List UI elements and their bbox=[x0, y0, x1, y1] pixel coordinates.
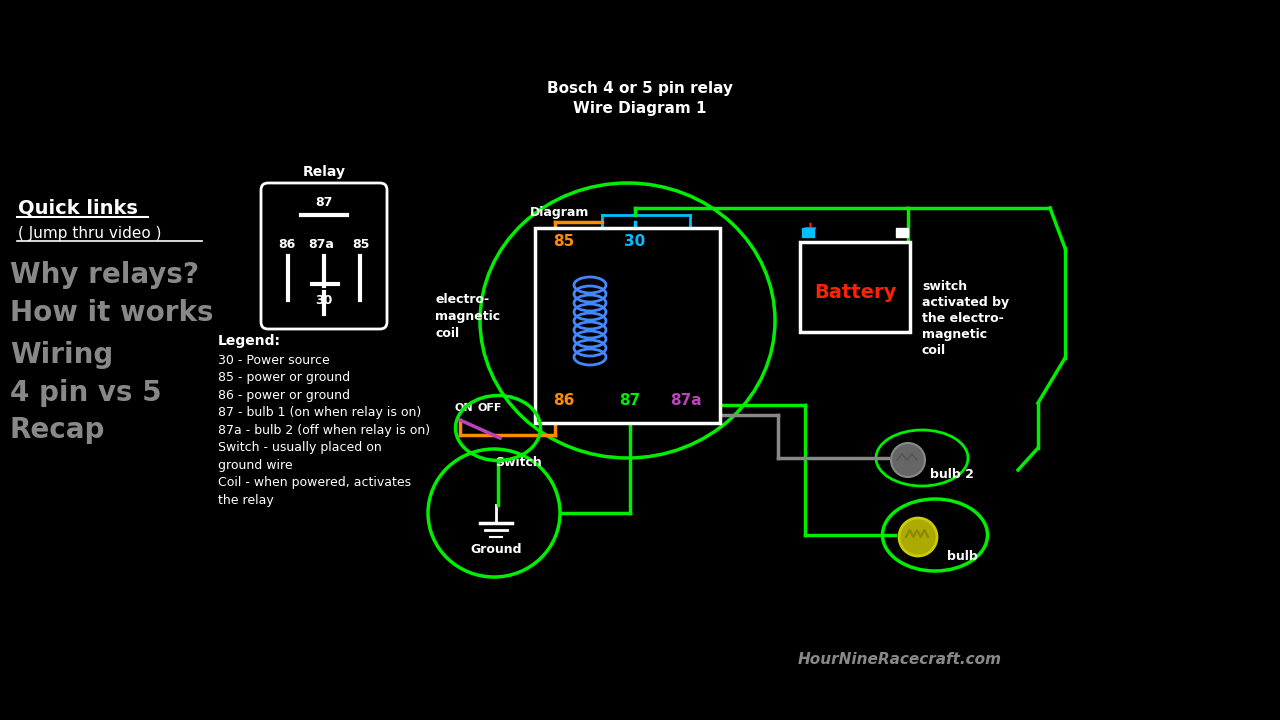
Text: 4 pin vs 5: 4 pin vs 5 bbox=[10, 379, 161, 407]
Text: OFF: OFF bbox=[477, 403, 502, 413]
Text: How it works: How it works bbox=[10, 299, 214, 327]
Text: 87: 87 bbox=[315, 196, 333, 209]
Text: magnetic: magnetic bbox=[922, 328, 987, 341]
Text: magnetic: magnetic bbox=[435, 310, 500, 323]
Text: ( Jump thru video ): ( Jump thru video ) bbox=[18, 225, 161, 240]
Text: Wiring: Wiring bbox=[10, 341, 113, 369]
Text: coil: coil bbox=[435, 327, 460, 340]
Text: 87a: 87a bbox=[671, 393, 701, 408]
FancyBboxPatch shape bbox=[261, 183, 387, 329]
Text: Relay: Relay bbox=[302, 165, 346, 179]
Text: coil: coil bbox=[922, 344, 946, 357]
Text: ON: ON bbox=[454, 403, 474, 413]
Text: 87a: 87a bbox=[308, 238, 334, 251]
Text: 87 - bulb 1 (on when relay is on): 87 - bulb 1 (on when relay is on) bbox=[218, 406, 421, 419]
Text: 86: 86 bbox=[553, 393, 575, 408]
Text: the relay: the relay bbox=[218, 493, 274, 506]
Text: bulb 2: bulb 2 bbox=[931, 468, 974, 481]
Text: Recap: Recap bbox=[10, 416, 105, 444]
Text: 86: 86 bbox=[278, 238, 296, 251]
Circle shape bbox=[891, 443, 925, 477]
Text: Switch: Switch bbox=[494, 456, 541, 469]
Text: Ground: Ground bbox=[470, 543, 522, 556]
Text: Bosch 4 or 5 pin relay: Bosch 4 or 5 pin relay bbox=[547, 81, 733, 96]
Text: Why relays?: Why relays? bbox=[10, 261, 198, 289]
Text: 87: 87 bbox=[620, 393, 640, 408]
Text: 85: 85 bbox=[352, 238, 370, 251]
Text: 30: 30 bbox=[315, 294, 333, 307]
Text: Quick links: Quick links bbox=[18, 199, 138, 217]
Text: +: + bbox=[803, 220, 818, 238]
Text: switch: switch bbox=[922, 280, 968, 293]
Bar bbox=[800, 242, 910, 332]
Text: Switch - usually placed on: Switch - usually placed on bbox=[218, 441, 381, 454]
Text: 30: 30 bbox=[625, 234, 645, 249]
Text: the electro-: the electro- bbox=[922, 312, 1004, 325]
Text: Coil - when powered, activates: Coil - when powered, activates bbox=[218, 476, 411, 489]
Text: 85 - power or ground: 85 - power or ground bbox=[218, 371, 351, 384]
Text: Legend:: Legend: bbox=[218, 334, 282, 348]
Text: Diagram: Diagram bbox=[530, 206, 589, 219]
Text: 85: 85 bbox=[553, 234, 575, 249]
Text: 30 - Power source: 30 - Power source bbox=[218, 354, 330, 366]
Text: HourNineRacecraft.com: HourNineRacecraft.com bbox=[797, 652, 1002, 667]
Bar bbox=[535, 228, 719, 423]
Text: activated by: activated by bbox=[922, 296, 1009, 309]
Circle shape bbox=[899, 518, 937, 556]
Text: electro-: electro- bbox=[435, 293, 489, 306]
Text: ground wire: ground wire bbox=[218, 459, 293, 472]
Text: 87a - bulb 2 (off when relay is on): 87a - bulb 2 (off when relay is on) bbox=[218, 423, 430, 436]
Bar bbox=[896, 228, 908, 237]
Text: 86 - power or ground: 86 - power or ground bbox=[218, 389, 349, 402]
Text: bulb: bulb bbox=[947, 550, 978, 563]
Text: Wire Diagram 1: Wire Diagram 1 bbox=[573, 101, 707, 115]
Text: Battery: Battery bbox=[814, 282, 896, 302]
Bar bbox=[803, 228, 814, 237]
